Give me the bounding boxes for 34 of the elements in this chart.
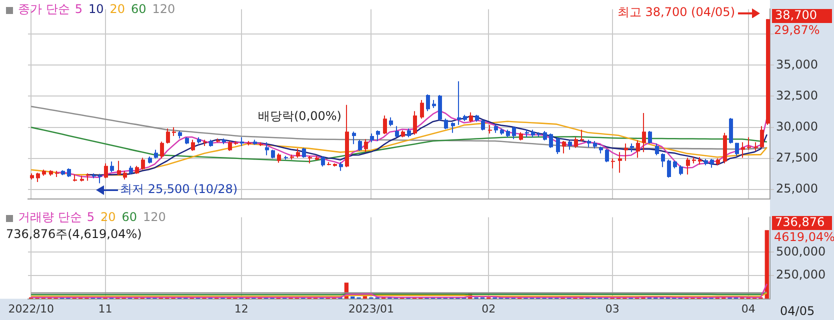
annotation: 최고 38,700 (04/05) [617,5,735,20]
text: 20 [100,210,116,224]
y-tick-label: 30,000 [776,119,818,134]
y-tick-label: 250,000 [776,268,826,282]
text: 736,876 [775,215,825,230]
text: 120 [152,2,176,16]
text: 60 [122,210,137,224]
x-tick-label: 04 [741,302,756,316]
text: 04/05 [780,304,815,318]
annotation: 배당락(0,00%) [258,109,342,124]
text: 4619,04% [774,230,834,244]
x-tick-label: 2023/01 [348,302,394,316]
text: 60 [130,2,146,16]
text: 10 [88,2,104,16]
text: 5 [86,210,94,224]
y-tick-label: 27,500 [776,150,818,165]
annotation: 736,876주(4,619,04%) [6,227,142,242]
x-tick-label: 12 [234,302,248,316]
annotation: 최저 25,500 (10/28) [120,182,238,196]
legend-title: 종가 단순 [18,2,70,16]
y-tick-label: 25,000 [776,182,818,196]
text: 29,87% [774,23,820,38]
x-tick-label: 2022/10 [8,302,54,316]
text: 120 [142,210,166,224]
y-tick-label: 32,500 [776,88,818,102]
text: 20 [110,2,125,16]
text: 38,700 [775,8,817,22]
y-tick-label: 500,000 [776,244,826,258]
y-tick-label: 35,000 [776,57,818,72]
x-tick-label: 03 [605,302,620,316]
x-tick-label: 02 [482,302,496,316]
legend-title: 거래량 단순 [18,210,82,224]
x-tick-label: 11 [98,302,112,316]
text: 5 [74,2,82,16]
